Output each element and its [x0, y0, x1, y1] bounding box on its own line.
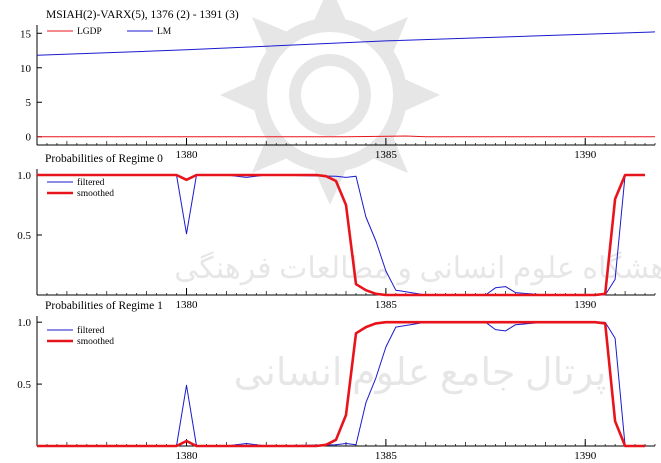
x-tick-label: 1385	[375, 149, 398, 161]
watermark: پژوهشگاه علوم انسانی و مطالعات فرهنگی پر…	[174, 0, 661, 395]
y-tick-label: 0	[26, 132, 32, 144]
series-smoothed-line	[37, 173, 645, 297]
watermark-text-2: پرتال جامع علوم انسانی	[234, 352, 607, 395]
watermark-text-1: پژوهشگاه علوم انسانی و مطالعات فرهنگی	[174, 251, 661, 286]
series-lm-line	[36, 31, 656, 56]
x-tick-label: 1390	[574, 149, 597, 161]
x-tick-label: 1385	[375, 450, 398, 462]
y-tick-label: 10	[20, 63, 32, 75]
chart-title: MSIAH(2)-VARX(5), 1376 (2) - 1391 (3)	[46, 9, 239, 21]
y-tick-label: 0.5	[17, 379, 31, 391]
panel-0: 1380 1385 1390 0 5 10 15 MSIAH(2)-VARX(5), 1376…	[20, 9, 656, 161]
x-tick-label: 1380	[176, 299, 199, 311]
x-tick-label: 1380	[176, 450, 199, 462]
series-lgdp-line	[37, 135, 655, 138]
x-tick-label: 1390	[574, 299, 597, 311]
chart-title: Probabilities of Regime 0	[45, 153, 163, 165]
legend-label: smoothed	[77, 337, 114, 347]
x-tick-label: 1390	[574, 450, 597, 462]
legend-label: filtered	[77, 325, 105, 336]
panel-1: 1380 1385 1390 0.5 1.0 Probabilities of Regim…	[17, 153, 656, 311]
legend-label: filtered	[77, 177, 105, 188]
x-tick-label: 1385	[375, 299, 398, 311]
y-tick-label: 1.0	[17, 170, 31, 182]
chart-title: Probabilities of Regime 1	[45, 300, 163, 312]
rosette-logo	[220, 0, 440, 205]
y-tick-label: 5	[26, 97, 32, 109]
legend-label: LGDP	[77, 27, 102, 37]
legend-label: LM	[157, 27, 172, 37]
series-smoothed-line	[37, 320, 645, 448]
x-tick-label: 1380	[176, 149, 199, 161]
panel-2: 1380 1385 1390 0.5 1.0 Probabilities of Regim…	[17, 300, 656, 462]
y-tick-label: 1.0	[17, 317, 31, 329]
legend-label: smoothed	[77, 189, 114, 199]
y-tick-label: 15	[20, 28, 32, 40]
y-tick-label: 0.5	[17, 230, 31, 242]
